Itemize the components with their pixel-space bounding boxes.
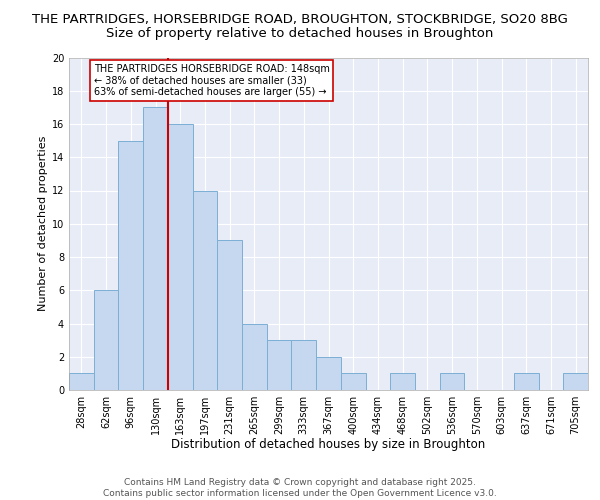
Bar — [143, 108, 168, 390]
Bar — [292, 340, 316, 390]
Y-axis label: Number of detached properties: Number of detached properties — [38, 136, 47, 312]
X-axis label: Distribution of detached houses by size in Broughton: Distribution of detached houses by size … — [172, 438, 485, 452]
Bar — [118, 140, 143, 390]
Bar — [390, 374, 415, 390]
Text: THE PARTRIDGES HORSEBRIDGE ROAD: 148sqm
← 38% of detached houses are smaller (33: THE PARTRIDGES HORSEBRIDGE ROAD: 148sqm … — [94, 64, 329, 98]
Bar — [563, 374, 588, 390]
Bar — [193, 190, 217, 390]
Bar — [94, 290, 118, 390]
Text: Contains HM Land Registry data © Crown copyright and database right 2025.
Contai: Contains HM Land Registry data © Crown c… — [103, 478, 497, 498]
Bar — [440, 374, 464, 390]
Bar — [168, 124, 193, 390]
Text: THE PARTRIDGES, HORSEBRIDGE ROAD, BROUGHTON, STOCKBRIDGE, SO20 8BG: THE PARTRIDGES, HORSEBRIDGE ROAD, BROUGH… — [32, 12, 568, 26]
Bar — [267, 340, 292, 390]
Bar — [69, 374, 94, 390]
Bar — [341, 374, 365, 390]
Bar — [316, 357, 341, 390]
Text: Size of property relative to detached houses in Broughton: Size of property relative to detached ho… — [106, 28, 494, 40]
Bar — [514, 374, 539, 390]
Bar — [217, 240, 242, 390]
Bar — [242, 324, 267, 390]
